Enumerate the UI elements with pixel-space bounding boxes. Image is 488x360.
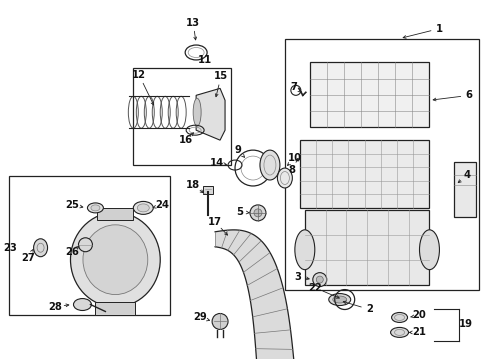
Text: 11: 11 bbox=[198, 55, 212, 66]
Circle shape bbox=[212, 314, 227, 329]
Text: 15: 15 bbox=[214, 71, 228, 81]
Bar bbox=[95, 302, 135, 315]
Text: 27: 27 bbox=[21, 253, 36, 263]
Text: 21: 21 bbox=[412, 327, 426, 337]
Ellipse shape bbox=[391, 312, 407, 323]
Text: 9: 9 bbox=[234, 145, 241, 155]
Ellipse shape bbox=[87, 203, 103, 213]
Circle shape bbox=[253, 209, 262, 217]
Bar bbox=[453, 162, 475, 217]
Ellipse shape bbox=[193, 98, 201, 126]
Bar bbox=[299, 140, 428, 208]
Bar bbox=[285, 39, 478, 289]
Text: 28: 28 bbox=[48, 302, 62, 311]
Text: 4: 4 bbox=[463, 170, 470, 180]
Ellipse shape bbox=[390, 328, 407, 337]
Text: 17: 17 bbox=[208, 217, 222, 227]
Polygon shape bbox=[196, 88, 224, 140]
Ellipse shape bbox=[328, 293, 350, 306]
Circle shape bbox=[312, 273, 326, 287]
Text: 24: 24 bbox=[155, 200, 169, 210]
Bar bbox=[133, 68, 230, 165]
Text: 7: 7 bbox=[290, 82, 297, 93]
Text: 16: 16 bbox=[179, 135, 193, 145]
Text: 8: 8 bbox=[288, 165, 295, 175]
Bar bbox=[203, 186, 213, 194]
Ellipse shape bbox=[419, 230, 439, 270]
Ellipse shape bbox=[294, 230, 314, 270]
Text: 22: 22 bbox=[307, 283, 321, 293]
Ellipse shape bbox=[332, 296, 346, 303]
Text: 12: 12 bbox=[132, 71, 146, 80]
Circle shape bbox=[249, 205, 265, 221]
Ellipse shape bbox=[70, 212, 160, 307]
Text: 2: 2 bbox=[366, 305, 372, 315]
Bar bbox=[9, 176, 170, 315]
Text: 25: 25 bbox=[65, 200, 79, 210]
Text: 3: 3 bbox=[294, 272, 301, 282]
Circle shape bbox=[316, 276, 323, 283]
Text: 5: 5 bbox=[236, 207, 243, 217]
Polygon shape bbox=[215, 230, 294, 360]
Ellipse shape bbox=[260, 150, 279, 180]
Text: 14: 14 bbox=[209, 158, 224, 168]
Bar bbox=[97, 208, 133, 220]
Text: 13: 13 bbox=[186, 18, 200, 28]
Text: 18: 18 bbox=[186, 180, 200, 190]
Text: 10: 10 bbox=[287, 153, 301, 163]
Ellipse shape bbox=[133, 201, 153, 214]
Ellipse shape bbox=[83, 225, 147, 294]
Text: 20: 20 bbox=[412, 310, 426, 320]
Bar bbox=[309, 62, 428, 127]
Ellipse shape bbox=[73, 298, 91, 310]
Text: 29: 29 bbox=[193, 312, 206, 323]
Text: 1: 1 bbox=[435, 24, 442, 33]
Circle shape bbox=[78, 238, 92, 252]
Text: 19: 19 bbox=[457, 319, 471, 329]
Ellipse shape bbox=[91, 205, 100, 211]
Ellipse shape bbox=[137, 204, 149, 212]
Text: 23: 23 bbox=[4, 243, 18, 253]
Text: 26: 26 bbox=[65, 247, 79, 257]
Text: 6: 6 bbox=[465, 90, 472, 100]
Ellipse shape bbox=[34, 239, 47, 257]
Ellipse shape bbox=[277, 168, 292, 188]
Bar bbox=[304, 210, 428, 285]
